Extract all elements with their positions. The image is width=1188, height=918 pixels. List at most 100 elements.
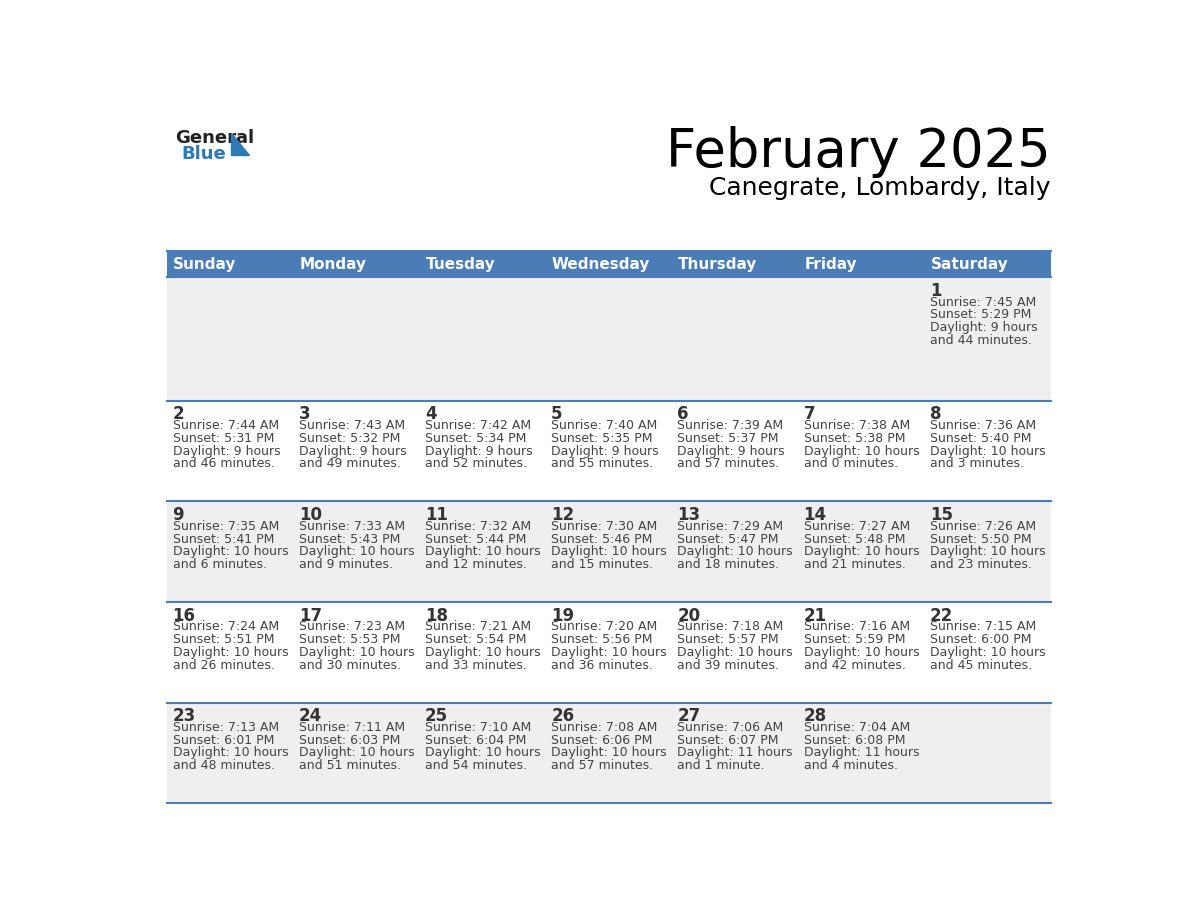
Text: Sunset: 5:29 PM: Sunset: 5:29 PM: [930, 308, 1031, 321]
Bar: [924, 501, 1050, 602]
Text: Daylight: 9 hours: Daylight: 9 hours: [425, 444, 532, 458]
Text: 19: 19: [551, 607, 574, 624]
Text: Daylight: 10 hours: Daylight: 10 hours: [930, 545, 1045, 558]
Text: 16: 16: [172, 607, 196, 624]
Text: Sunset: 6:07 PM: Sunset: 6:07 PM: [677, 733, 779, 746]
Text: Sunset: 5:51 PM: Sunset: 5:51 PM: [172, 633, 274, 646]
Bar: [672, 277, 798, 401]
Text: Sunrise: 7:38 AM: Sunrise: 7:38 AM: [803, 420, 910, 432]
Text: 23: 23: [172, 707, 196, 725]
Text: Sunrise: 7:30 AM: Sunrise: 7:30 AM: [551, 520, 657, 533]
Text: Thursday: Thursday: [678, 257, 758, 272]
Bar: [293, 277, 419, 401]
Text: Sunrise: 7:10 AM: Sunrise: 7:10 AM: [425, 721, 531, 734]
Bar: [672, 401, 798, 501]
Text: Sunset: 5:32 PM: Sunset: 5:32 PM: [298, 432, 400, 445]
Text: Sunset: 5:34 PM: Sunset: 5:34 PM: [425, 432, 526, 445]
Bar: [924, 602, 1050, 702]
Bar: [798, 251, 924, 277]
Text: Canegrate, Lombardy, Italy: Canegrate, Lombardy, Italy: [709, 175, 1050, 199]
Text: Sunset: 5:48 PM: Sunset: 5:48 PM: [803, 532, 905, 545]
Text: Friday: Friday: [804, 257, 857, 272]
Bar: [168, 277, 293, 401]
Text: Sunset: 5:59 PM: Sunset: 5:59 PM: [803, 633, 905, 646]
Text: and 45 minutes.: and 45 minutes.: [930, 658, 1032, 672]
Text: Sunset: 6:04 PM: Sunset: 6:04 PM: [425, 733, 526, 746]
Text: Daylight: 10 hours: Daylight: 10 hours: [551, 646, 666, 659]
Text: Sunrise: 7:18 AM: Sunrise: 7:18 AM: [677, 621, 784, 633]
Bar: [545, 501, 672, 602]
Text: 14: 14: [803, 506, 827, 524]
Text: Wednesday: Wednesday: [552, 257, 650, 272]
Text: Sunset: 6:08 PM: Sunset: 6:08 PM: [803, 733, 905, 746]
Text: Daylight: 10 hours: Daylight: 10 hours: [803, 545, 920, 558]
Text: Tuesday: Tuesday: [425, 257, 495, 272]
Text: 25: 25: [425, 707, 448, 725]
Text: and 12 minutes.: and 12 minutes.: [425, 558, 526, 571]
Text: Sunrise: 7:33 AM: Sunrise: 7:33 AM: [298, 520, 405, 533]
Text: Sunday: Sunday: [173, 257, 236, 272]
Text: Daylight: 10 hours: Daylight: 10 hours: [425, 746, 541, 759]
Text: 1: 1: [930, 282, 941, 300]
Text: and 36 minutes.: and 36 minutes.: [551, 658, 653, 672]
Bar: [419, 501, 545, 602]
Text: Daylight: 9 hours: Daylight: 9 hours: [551, 444, 659, 458]
Text: 7: 7: [803, 406, 815, 423]
Bar: [672, 501, 798, 602]
Text: 13: 13: [677, 506, 701, 524]
Text: and 15 minutes.: and 15 minutes.: [551, 558, 653, 571]
Bar: [798, 401, 924, 501]
Text: Sunrise: 7:27 AM: Sunrise: 7:27 AM: [803, 520, 910, 533]
Text: Sunset: 5:38 PM: Sunset: 5:38 PM: [803, 432, 905, 445]
Text: and 54 minutes.: and 54 minutes.: [425, 759, 527, 772]
Bar: [798, 602, 924, 702]
Text: Sunrise: 7:23 AM: Sunrise: 7:23 AM: [298, 621, 405, 633]
Bar: [293, 251, 419, 277]
Text: Sunrise: 7:42 AM: Sunrise: 7:42 AM: [425, 420, 531, 432]
Text: Daylight: 10 hours: Daylight: 10 hours: [425, 545, 541, 558]
Text: Sunrise: 7:04 AM: Sunrise: 7:04 AM: [803, 721, 910, 734]
Text: Sunset: 5:47 PM: Sunset: 5:47 PM: [677, 532, 779, 545]
Text: 5: 5: [551, 406, 563, 423]
Text: and 52 minutes.: and 52 minutes.: [425, 457, 527, 470]
Bar: [924, 251, 1050, 277]
Text: and 0 minutes.: and 0 minutes.: [803, 457, 898, 470]
Text: 17: 17: [298, 607, 322, 624]
Bar: [419, 277, 545, 401]
Bar: [168, 602, 293, 702]
Text: Sunrise: 7:21 AM: Sunrise: 7:21 AM: [425, 621, 531, 633]
Text: Sunrise: 7:39 AM: Sunrise: 7:39 AM: [677, 420, 784, 432]
Text: Daylight: 10 hours: Daylight: 10 hours: [425, 646, 541, 659]
Text: Sunset: 5:56 PM: Sunset: 5:56 PM: [551, 633, 652, 646]
Text: Daylight: 11 hours: Daylight: 11 hours: [803, 746, 920, 759]
Text: Daylight: 11 hours: Daylight: 11 hours: [677, 746, 792, 759]
Text: 4: 4: [425, 406, 436, 423]
Text: Sunset: 5:43 PM: Sunset: 5:43 PM: [298, 532, 400, 545]
Text: and 21 minutes.: and 21 minutes.: [803, 558, 905, 571]
Text: 24: 24: [298, 707, 322, 725]
Bar: [293, 602, 419, 702]
Text: Daylight: 10 hours: Daylight: 10 hours: [677, 545, 794, 558]
Text: and 49 minutes.: and 49 minutes.: [298, 457, 400, 470]
Polygon shape: [230, 133, 249, 155]
Text: Sunrise: 7:29 AM: Sunrise: 7:29 AM: [677, 520, 784, 533]
Text: 28: 28: [803, 707, 827, 725]
Text: Sunrise: 7:11 AM: Sunrise: 7:11 AM: [298, 721, 405, 734]
Bar: [672, 602, 798, 702]
Text: 20: 20: [677, 607, 701, 624]
Text: Sunrise: 7:43 AM: Sunrise: 7:43 AM: [298, 420, 405, 432]
Text: 18: 18: [425, 607, 448, 624]
Text: Daylight: 10 hours: Daylight: 10 hours: [551, 545, 666, 558]
Text: Daylight: 10 hours: Daylight: 10 hours: [172, 646, 289, 659]
Bar: [168, 401, 293, 501]
Text: 6: 6: [677, 406, 689, 423]
Text: 3: 3: [298, 406, 310, 423]
Text: Daylight: 10 hours: Daylight: 10 hours: [803, 646, 920, 659]
Text: Daylight: 10 hours: Daylight: 10 hours: [551, 746, 666, 759]
Text: Sunset: 5:41 PM: Sunset: 5:41 PM: [172, 532, 274, 545]
Text: Saturday: Saturday: [930, 257, 1009, 272]
Text: Daylight: 10 hours: Daylight: 10 hours: [298, 746, 415, 759]
Text: 10: 10: [298, 506, 322, 524]
Text: and 3 minutes.: and 3 minutes.: [930, 457, 1024, 470]
Text: and 30 minutes.: and 30 minutes.: [298, 658, 400, 672]
